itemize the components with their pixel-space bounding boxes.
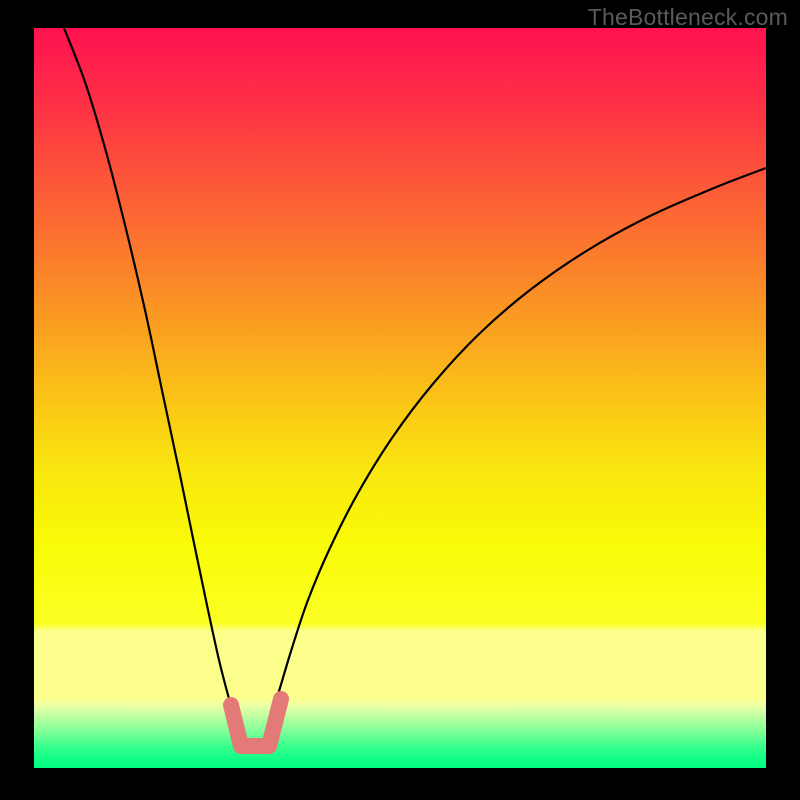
figure-container: TheBottleneck.com <box>0 0 800 800</box>
bottleneck-chart <box>0 0 800 800</box>
watermark-text: TheBottleneck.com <box>588 4 788 31</box>
plot-area-rect <box>34 28 766 768</box>
